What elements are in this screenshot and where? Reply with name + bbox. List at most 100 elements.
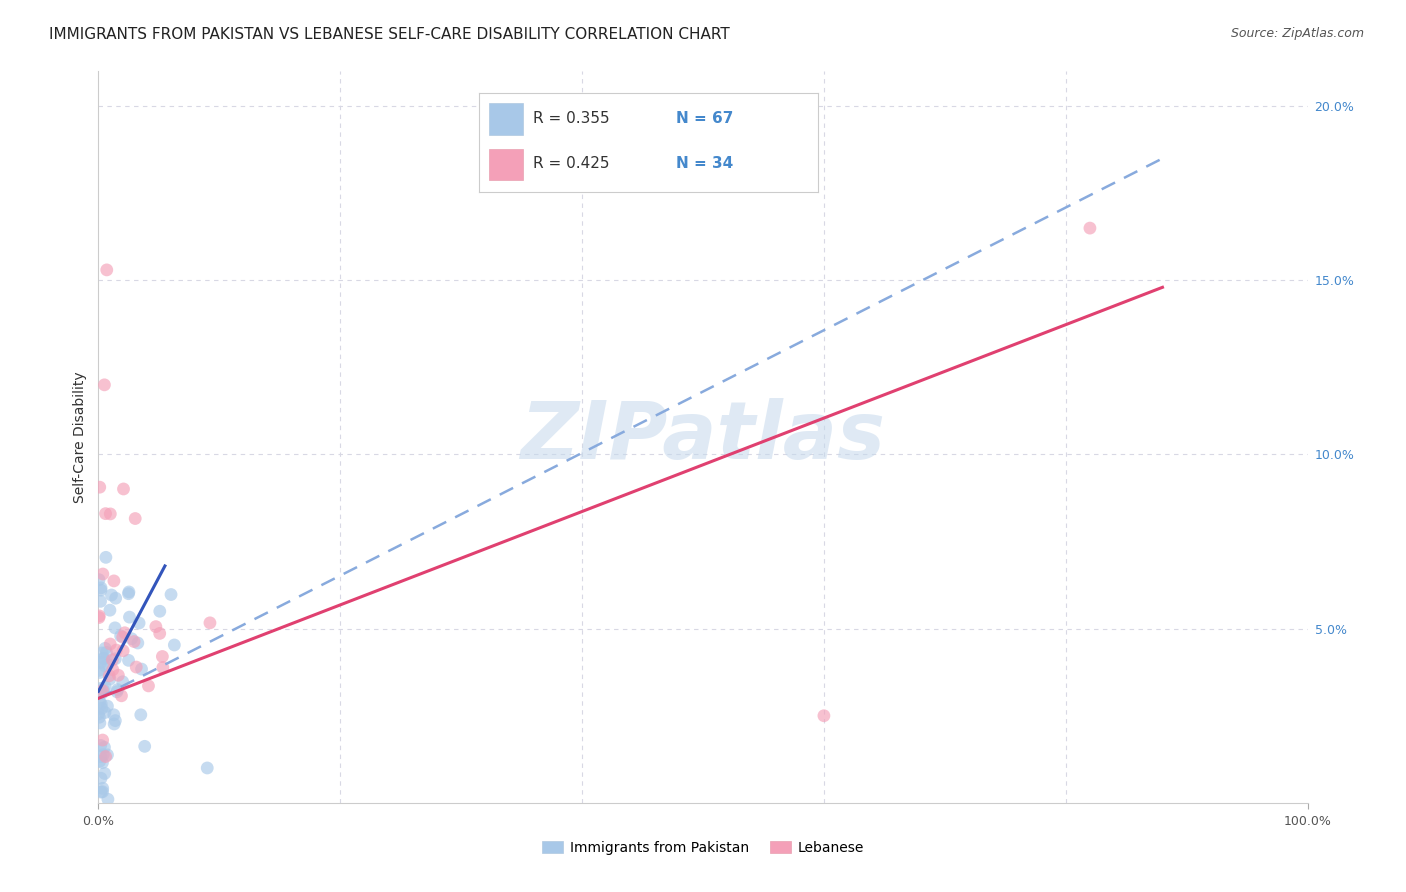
- Point: [98, 669, 121, 683]
- Point: [111, 674, 134, 689]
- Point: [94, 550, 117, 565]
- Point: [103, 717, 125, 731]
- Point: [90, 785, 112, 799]
- Point: [94, 507, 117, 521]
- Point: [89, 695, 111, 709]
- Point: [94, 641, 117, 656]
- Point: [104, 621, 127, 635]
- Point: [98, 672, 121, 686]
- Point: [90, 594, 112, 608]
- Point: [93, 766, 115, 780]
- Point: [111, 630, 134, 644]
- Point: [90, 739, 112, 753]
- Point: [91, 785, 114, 799]
- Point: [93, 651, 115, 665]
- Point: [98, 637, 121, 651]
- Point: [96, 699, 118, 714]
- Point: [91, 567, 114, 582]
- Point: [93, 740, 115, 755]
- Point: [134, 739, 156, 754]
- Point: [118, 585, 141, 599]
- Point: [90, 581, 112, 595]
- Point: [107, 682, 129, 697]
- Point: [110, 689, 132, 703]
- Point: [97, 792, 120, 806]
- Point: [138, 679, 160, 693]
- Text: Source: ZipAtlas.com: Source: ZipAtlas.com: [1230, 27, 1364, 40]
- Point: [97, 657, 120, 672]
- Point: [163, 638, 186, 652]
- Point: [131, 662, 153, 676]
- Point: [103, 707, 125, 722]
- Text: IMMIGRANTS FROM PAKISTAN VS LEBANESE SELF-CARE DISABILITY CORRELATION CHART: IMMIGRANTS FROM PAKISTAN VS LEBANESE SEL…: [49, 27, 730, 42]
- Point: [91, 781, 114, 796]
- Point: [87, 664, 110, 678]
- Point: [149, 604, 172, 618]
- Point: [90, 771, 112, 785]
- Point: [89, 715, 111, 730]
- Y-axis label: Self-Care Disability: Self-Care Disability: [73, 371, 87, 503]
- Point: [152, 660, 174, 674]
- Point: [89, 480, 111, 494]
- Point: [124, 511, 146, 525]
- Point: [107, 668, 129, 682]
- Point: [96, 263, 118, 277]
- Point: [91, 756, 114, 770]
- Point: [96, 747, 118, 762]
- Point: [125, 660, 148, 674]
- Point: [91, 646, 114, 660]
- Point: [100, 588, 122, 602]
- Point: [90, 749, 112, 764]
- Point: [122, 634, 145, 648]
- Point: [93, 682, 115, 697]
- Point: [94, 680, 117, 694]
- Point: [104, 714, 127, 728]
- Point: [91, 683, 114, 698]
- Point: [104, 591, 127, 606]
- Point: [103, 574, 125, 588]
- Point: [93, 651, 115, 665]
- Point: [195, 761, 218, 775]
- Point: [90, 697, 112, 711]
- Point: [129, 707, 152, 722]
- Point: [89, 665, 111, 680]
- Point: [98, 507, 121, 521]
- Point: [90, 686, 112, 700]
- Point: [104, 652, 127, 666]
- Point: [117, 653, 139, 667]
- Point: [112, 482, 135, 496]
- Point: [89, 754, 111, 768]
- Legend: Immigrants from Pakistan, Lebanese: Immigrants from Pakistan, Lebanese: [536, 834, 870, 862]
- Point: [150, 649, 173, 664]
- Point: [105, 643, 128, 657]
- Point: [198, 615, 221, 630]
- Point: [145, 619, 167, 633]
- Point: [128, 615, 150, 630]
- Point: [813, 708, 835, 723]
- Point: [118, 610, 141, 624]
- Point: [89, 710, 111, 724]
- Point: [160, 588, 183, 602]
- Point: [87, 610, 110, 624]
- Point: [94, 749, 117, 764]
- Point: [91, 747, 114, 762]
- Point: [90, 701, 112, 715]
- Point: [105, 685, 128, 699]
- Point: [127, 636, 149, 650]
- Point: [89, 608, 111, 623]
- Point: [89, 681, 111, 696]
- Point: [87, 573, 110, 587]
- Point: [98, 603, 121, 617]
- Point: [117, 587, 139, 601]
- Point: [94, 658, 117, 673]
- Point: [1078, 221, 1101, 235]
- Point: [90, 656, 112, 670]
- Point: [121, 632, 143, 646]
- Point: [94, 706, 117, 720]
- Point: [96, 645, 118, 659]
- Point: [112, 644, 135, 658]
- Point: [110, 629, 132, 643]
- Point: [90, 583, 112, 598]
- Point: [114, 625, 136, 640]
- Point: [93, 377, 115, 392]
